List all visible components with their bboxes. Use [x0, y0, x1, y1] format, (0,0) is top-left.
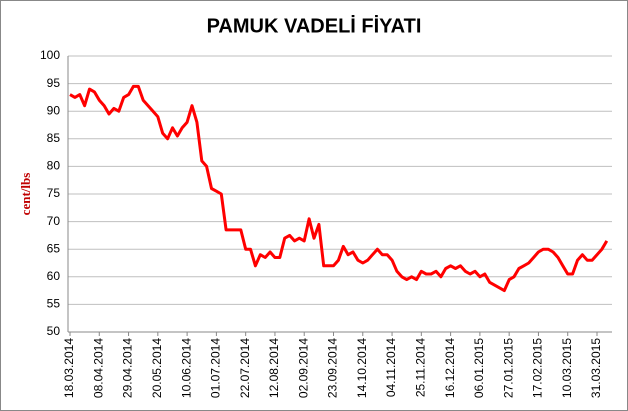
x-tick-label: 25.11.2014 [414, 338, 428, 397]
x-tick-label: 12.08.2014 [267, 338, 281, 398]
x-tick-label: 10.06.2014 [179, 338, 193, 398]
y-tick-label: 70 [47, 214, 61, 228]
x-tick-label: 31.03.2015 [589, 338, 603, 398]
y-tick-label: 75 [47, 186, 61, 200]
x-tick-label: 17.02.2015 [531, 338, 545, 398]
y-tick-label: 65 [47, 241, 61, 255]
x-tick-label: 23.09.2014 [326, 338, 340, 398]
y-tick-label: 60 [47, 269, 61, 283]
y-tick-label: 80 [47, 159, 61, 173]
x-tick-label: 16.12.2014 [443, 338, 457, 398]
x-tick-label: 18.03.2014 [62, 338, 76, 398]
x-tick-label: 04.11.2014 [384, 338, 398, 397]
data-line [69, 84, 609, 293]
chart-title: PAMUK VADELİ FİYATI [207, 14, 422, 37]
y-tick-label: 50 [47, 324, 61, 338]
x-tick-label: 29.04.2014 [121, 338, 135, 398]
x-tick-label: 27.01.2015 [501, 338, 515, 398]
y-tick-label: 55 [47, 297, 61, 311]
x-tick-label: 14.10.2014 [355, 338, 369, 398]
y-tick-label: 90 [47, 103, 61, 117]
x-tick-label: 08.04.2014 [91, 338, 105, 398]
x-tick-label: 01.07.2014 [209, 338, 223, 398]
y-axis-label: cent/lbs [18, 173, 33, 216]
y-tick-label: 100 [40, 48, 60, 62]
x-tick-label: 10.03.2015 [560, 338, 574, 398]
y-tick-label: 95 [47, 76, 61, 90]
x-tick-label: 02.09.2014 [296, 338, 310, 398]
x-tick-label: 06.01.2015 [472, 338, 486, 398]
x-tick-label: 22.07.2014 [238, 338, 252, 398]
y-tick-label: 85 [47, 131, 61, 145]
x-tick-label: 20.05.2014 [150, 338, 164, 398]
